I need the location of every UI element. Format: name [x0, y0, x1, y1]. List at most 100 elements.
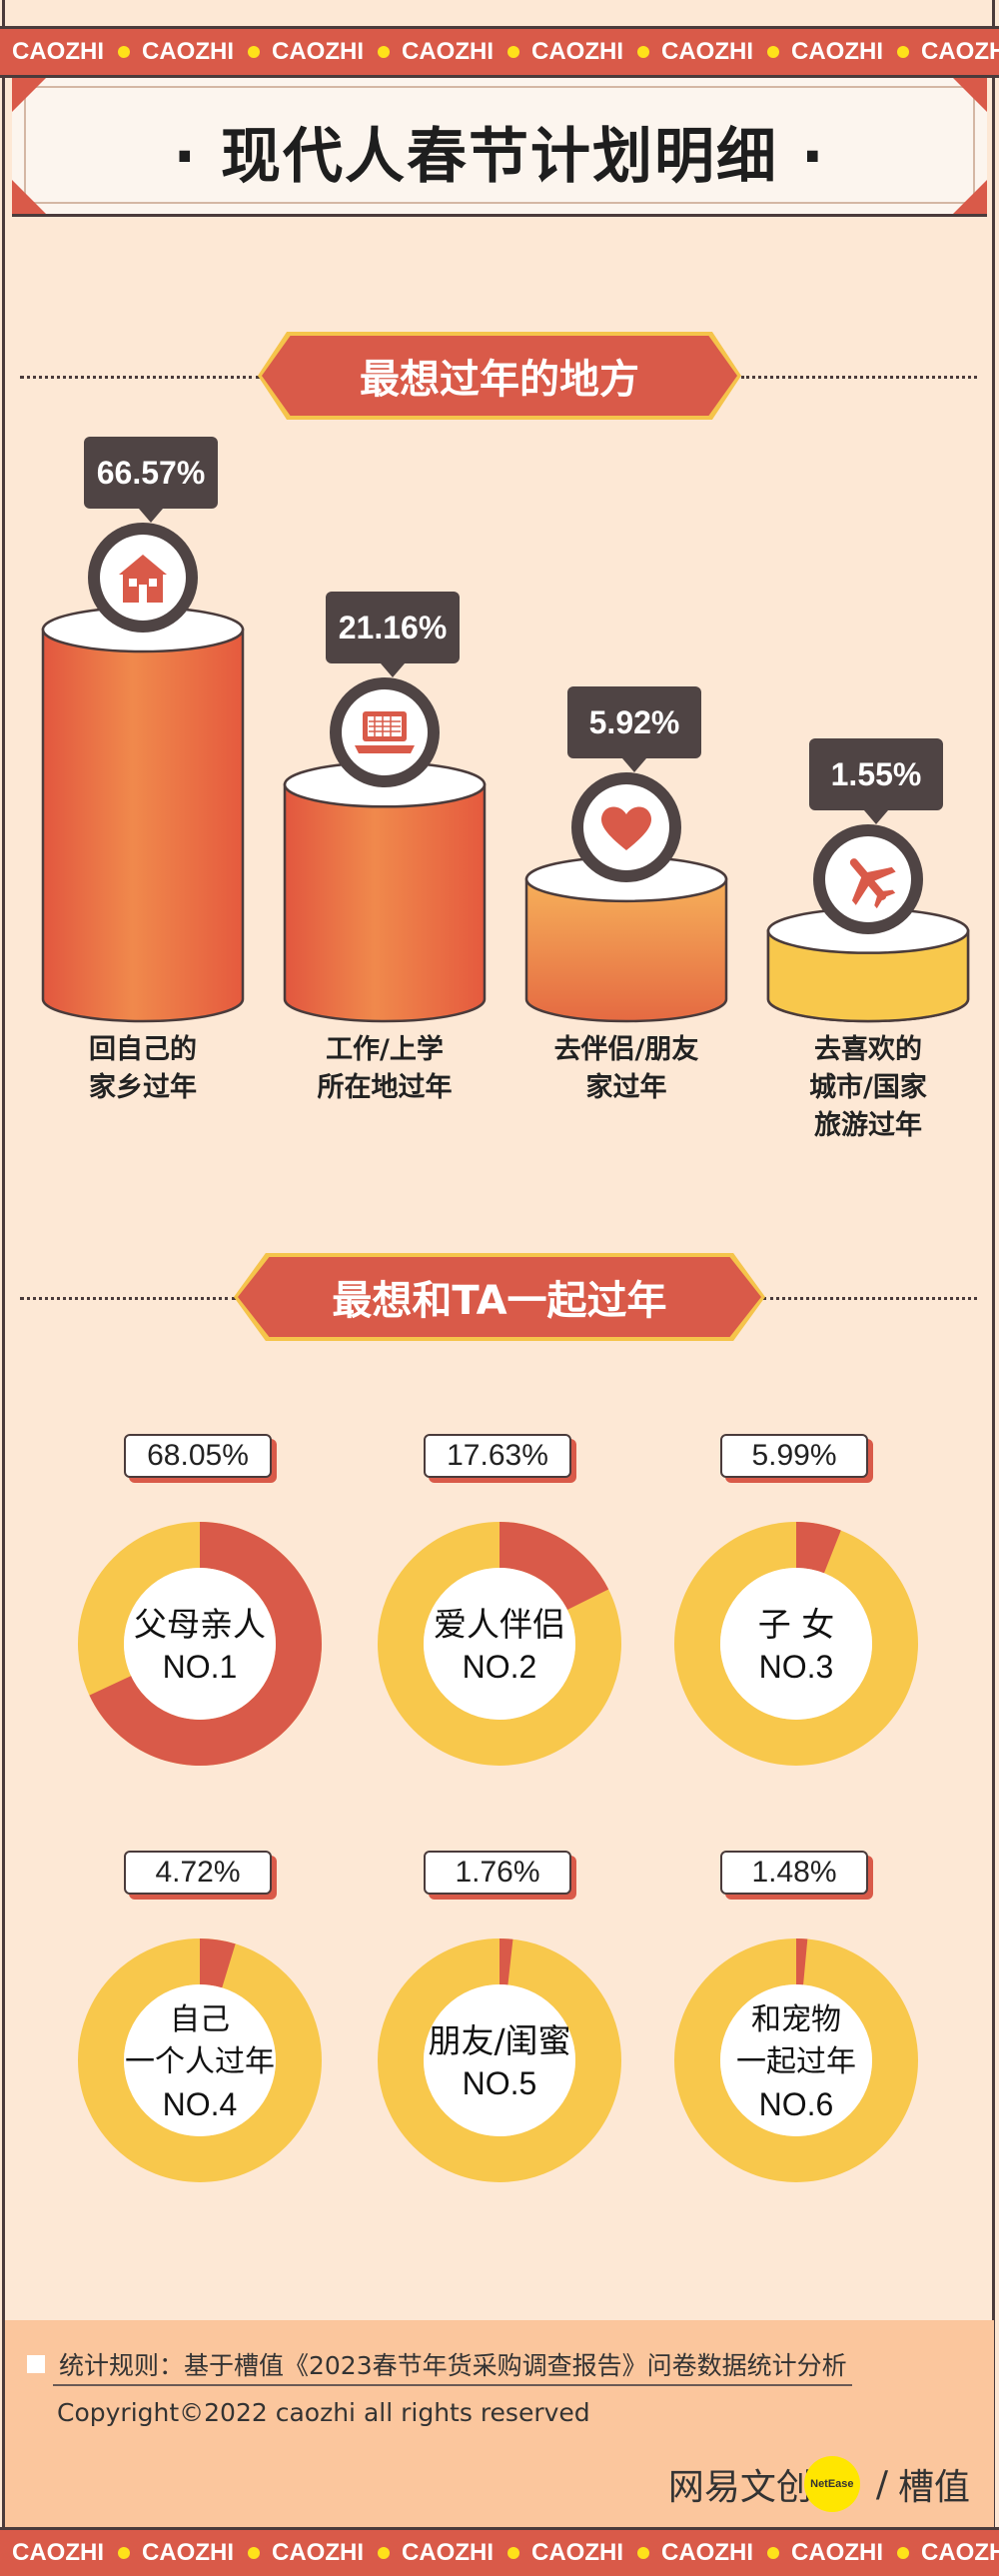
- ticker-word: CAOZHI: [402, 2539, 494, 2566]
- donut-hole: [720, 1568, 872, 1720]
- donut: [378, 1522, 621, 1766]
- dotted-divider: [763, 1297, 977, 1300]
- category-label-line: 所在地过年: [317, 1072, 453, 1103]
- rank-label: NO.1: [162, 1649, 238, 1685]
- ticker-item: CAOZHI: [272, 38, 390, 66]
- section1-banner: 最想过年的地方: [258, 332, 741, 420]
- rank-label: NO.5: [462, 2065, 537, 2101]
- percent-label: 1.55%: [809, 737, 943, 810]
- donut-hole: [424, 1984, 575, 2136]
- ticker-word: CAOZHI: [661, 2539, 753, 2566]
- heart-icon: [583, 783, 669, 870]
- donut-center-label: 自己一个人过年 NO.4: [90, 1999, 310, 2125]
- section2-title: 最想和TA一起过年: [332, 1278, 667, 1324]
- donut: [78, 1938, 322, 2182]
- ticker-word: CAOZHI: [142, 2539, 234, 2566]
- corner-decoration: [953, 180, 987, 214]
- section2-banner: 最想和TA一起过年: [234, 1253, 765, 1341]
- cylinder-body: [283, 783, 487, 1023]
- rank-label: NO.3: [758, 1649, 834, 1685]
- corner-decoration: [953, 78, 987, 112]
- ticker-dot-icon: [507, 46, 519, 58]
- donut-center-label: 朋友/闺蜜 NO.5: [390, 2020, 609, 2104]
- donut-slice: [500, 1522, 609, 1611]
- donut-center-label: 父母亲人 NO.1: [90, 1604, 310, 1688]
- category-label-line: 回自己的: [89, 1034, 197, 1065]
- page-title: · 现代人春节计划明细 ·: [173, 122, 826, 192]
- donut-slice: [200, 1938, 236, 1988]
- donut-label-line: 一个人过年: [125, 2044, 275, 2079]
- category-label: 去伴侣/朋友 家过年: [511, 1031, 741, 1107]
- section1-title: 最想过年的地方: [360, 357, 639, 403]
- ticker-item: CAOZHI: [791, 38, 909, 66]
- ticker-item: CAOZHI: [12, 38, 130, 66]
- rank-label: NO.2: [462, 1649, 537, 1685]
- ticker-word: CAOZHI: [921, 2539, 999, 2566]
- ticker-dot-icon: [897, 46, 909, 58]
- ticker-word: CAOZHI: [661, 38, 753, 65]
- cylinder-body: [524, 877, 728, 1023]
- ticker-item: CAOZHI: [272, 2539, 390, 2567]
- donut-center-label: 子 女 NO.3: [686, 1604, 906, 1688]
- donut: [674, 1938, 918, 2182]
- ticker-item: CAOZHI: [531, 38, 649, 66]
- donut-label-line: 父母亲人: [134, 1605, 266, 1644]
- ticker-word: CAOZHI: [142, 38, 234, 65]
- donut-chart: [78, 1522, 918, 2182]
- donut-label-line: 自己: [170, 2002, 230, 2037]
- donut: [674, 1522, 918, 1766]
- percent-tag: 1.48%: [720, 1851, 868, 1895]
- percent-tag: 5.99%: [720, 1434, 868, 1478]
- percent-tag: 68.05%: [124, 1434, 272, 1478]
- ticker-dot-icon: [507, 2547, 519, 2559]
- donut-hole: [720, 1984, 872, 2136]
- ticker-dot-icon: [248, 2547, 260, 2559]
- ticker-word: CAOZHI: [791, 2539, 883, 2566]
- ticker-item: CAOZHI: [142, 2539, 260, 2567]
- donut-slice: [89, 1522, 322, 1766]
- donut: [378, 1938, 621, 2182]
- ticker-item: CAOZHI: [402, 2539, 519, 2567]
- ticker-dot-icon: [378, 2547, 390, 2559]
- ticker-word: CAOZHI: [531, 38, 623, 65]
- icon-badge: [330, 677, 440, 788]
- title-box: · 现代人春节计划明细 ·: [12, 78, 987, 217]
- copyright: Copyright©2022 caozhi all rights reserve…: [57, 2398, 590, 2427]
- donut-label-line: 一起过年: [736, 2044, 856, 2079]
- ticker-dot-icon: [637, 2547, 649, 2559]
- percent-label: 66.57%: [84, 437, 218, 509]
- ticker-dot-icon: [767, 46, 779, 58]
- ticker-word: CAOZHI: [402, 38, 494, 65]
- percent-label: 5.92%: [567, 685, 701, 758]
- percent-label: 21.16%: [326, 592, 460, 664]
- donut-hole: [124, 1984, 276, 2136]
- ticker-word: CAOZHI: [791, 38, 883, 65]
- donut-center-label: 爱人伴侣 NO.2: [390, 1604, 609, 1688]
- category-label-line: 家乡过年: [89, 1072, 197, 1103]
- percent-tag: 1.76%: [424, 1851, 571, 1895]
- donut-label-line: 朋友/闺蜜: [428, 2021, 571, 2060]
- brand-right: 槽值: [897, 2467, 970, 2508]
- rank-label: NO.4: [162, 2086, 238, 2122]
- ticker-item: CAOZHI: [661, 38, 779, 66]
- ticker-dot-icon: [248, 46, 260, 58]
- percent-tag: 4.72%: [124, 1851, 272, 1895]
- ticker-word: CAOZHI: [531, 2539, 623, 2566]
- category-label: 工作/上学 所在地过年: [270, 1031, 500, 1107]
- donut-label-line: 子 女: [757, 1605, 835, 1644]
- ticker-item: CAOZHI: [12, 2539, 130, 2567]
- ticker-word: CAOZHI: [12, 2539, 104, 2566]
- footer-divider: [53, 2384, 852, 2386]
- ticker-word: CAOZHI: [272, 38, 364, 65]
- donut-slice: [500, 1938, 513, 1985]
- ticker-dot-icon: [637, 46, 649, 58]
- ticker-word: CAOZHI: [272, 2539, 364, 2566]
- title-inner-border: [24, 86, 975, 204]
- category-label-line: 去伴侣/朋友: [553, 1034, 699, 1065]
- house-icon: [100, 535, 186, 621]
- ticker-item: CAOZHI: [531, 2539, 649, 2567]
- top-ticker: CAOZHI CAOZHI CAOZHI CAOZHI CAOZHI CAOZHI CAOZ…: [0, 26, 999, 78]
- ticker-word: CAOZHI: [12, 38, 104, 65]
- donut-center-label: 和宠物 一起过年 NO.6: [686, 1999, 906, 2125]
